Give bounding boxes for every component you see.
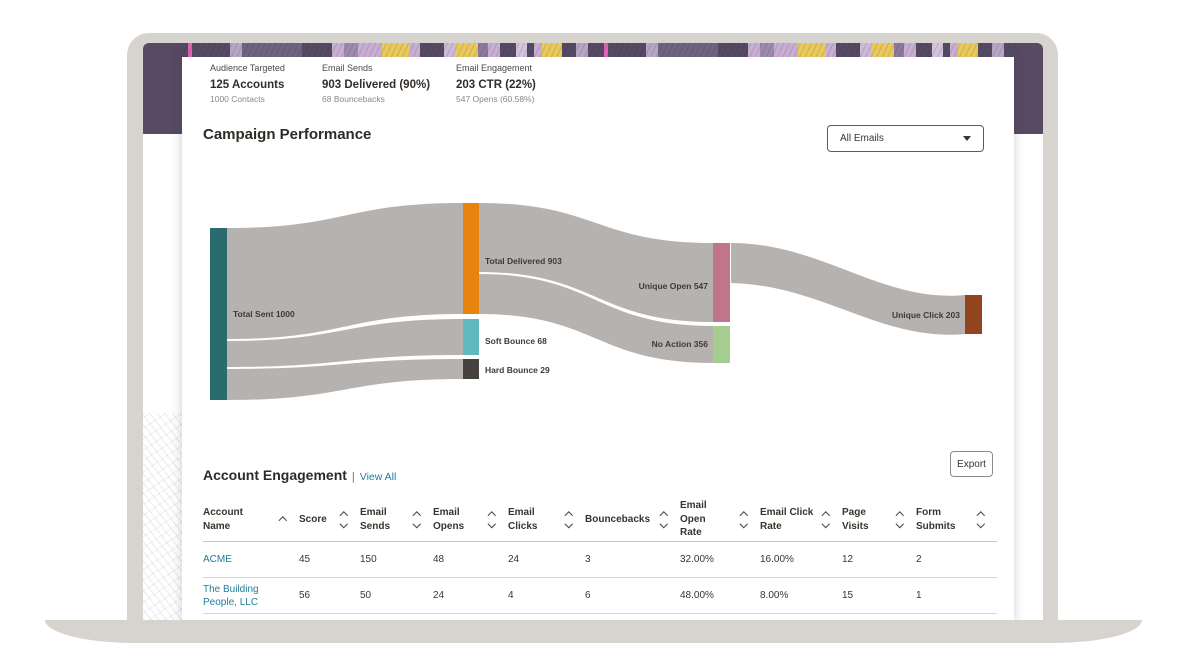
cell-email-open-rate: 48.00% [680, 590, 714, 601]
sankey-node-total-delivered [463, 203, 479, 314]
stat-sub: 68 Bouncebacks [322, 94, 385, 104]
campaign-performance-title: Campaign Performance [203, 126, 372, 143]
stat-value: 203 CTR (22%) [456, 79, 536, 91]
col-email-clicks[interactable]: Email Clicks [508, 506, 585, 533]
sankey-link-sent-delivered [227, 203, 463, 339]
sankey-chart: Total Sent 1000 Total Delivered 903 Soft… [210, 203, 982, 400]
col-bouncebacks[interactable]: Bouncebacks [585, 511, 680, 528]
sort-icon[interactable] [339, 511, 348, 528]
col-form-submits[interactable]: Form Submits [916, 506, 997, 533]
sankey-node-hard-bounce [463, 359, 479, 379]
cell-bouncebacks: 3 [585, 554, 591, 565]
dropdown-selected-value: All Emails [840, 133, 884, 144]
cell-email-clicks: 24 [508, 554, 520, 565]
cell-email-sends: 150 [360, 554, 377, 565]
sort-icon[interactable] [895, 511, 904, 528]
col-email-open-rate[interactable]: Email Open Rate [680, 499, 760, 540]
stat-label: Email Engagement [456, 63, 533, 73]
sankey-link-delivered-noaction [479, 274, 713, 363]
cell-email-opens: 24 [433, 590, 445, 601]
cell-page-visits: 15 [842, 590, 854, 601]
title-separator: | [351, 471, 355, 483]
sankey-label-unique-open: Unique Open 547 [639, 281, 709, 291]
sankey-node-no-action [713, 326, 730, 363]
table-header-row: Account Name Score Email Sends Email Ope… [203, 498, 997, 542]
sankey-node-total-sent [210, 228, 227, 400]
sankey-label-hard-bounce: Hard Bounce 29 [485, 365, 550, 375]
col-account-name[interactable]: Account Name [203, 506, 299, 533]
stat-email-sends: Email Sends 903 Delivered (90%) 68 Bounc… [322, 63, 456, 104]
email-filter-dropdown[interactable]: All Emails [827, 125, 984, 152]
sort-asc-icon[interactable] [278, 516, 287, 525]
sankey-label-total-sent: Total Sent 1000 [233, 309, 295, 319]
sankey-node-unique-open [713, 243, 730, 322]
stat-sub: 1000 Contacts [210, 94, 265, 104]
account-engagement-title: Account Engagement [203, 467, 347, 483]
sort-icon[interactable] [412, 511, 421, 528]
sort-icon[interactable] [976, 511, 985, 528]
account-link[interactable]: The Building People, LLC [203, 583, 259, 608]
sankey-link-sent-hardbounce [227, 359, 463, 400]
sort-icon[interactable] [739, 511, 748, 528]
stat-value: 125 Accounts [210, 79, 285, 91]
stat-sub: 547 Opens (60.58%) [456, 94, 535, 104]
account-engagement-table: Account Name Score Email Sends Email Ope… [203, 498, 997, 614]
laptop-base [45, 620, 1142, 643]
stat-value: 903 Delivered (90%) [322, 79, 431, 91]
dropdown-caret-icon [963, 136, 971, 141]
stat-audience-targeted: Audience Targeted 125 Accounts 1000 Cont… [210, 63, 322, 104]
sort-icon[interactable] [659, 511, 668, 528]
col-page-visits[interactable]: Page Visits [842, 506, 916, 533]
dashboard-card: Audience Targeted 125 Accounts 1000 Cont… [182, 43, 1014, 620]
decorative-banner [182, 43, 1014, 57]
stats-bar: Audience Targeted 125 Accounts 1000 Cont… [210, 63, 536, 104]
export-button[interactable]: Export [950, 451, 993, 477]
cell-email-open-rate: 32.00% [680, 554, 714, 565]
col-email-opens[interactable]: Email Opens [433, 506, 508, 533]
cell-form-submits: 2 [916, 554, 922, 565]
cell-page-visits: 12 [842, 554, 854, 565]
laptop-screen: Audience Targeted 125 Accounts 1000 Cont… [143, 43, 1043, 620]
background-texture [143, 413, 182, 620]
view-all-link[interactable]: View All [359, 471, 397, 483]
cell-email-clicks: 4 [508, 590, 514, 601]
col-email-sends[interactable]: Email Sends [360, 506, 433, 533]
stat-label: Audience Targeted [210, 63, 285, 73]
stat-email-engagement: Email Engagement 203 CTR (22%) 547 Opens… [456, 63, 536, 104]
sankey-node-unique-click [965, 295, 982, 334]
sankey-link-open-click [731, 243, 965, 335]
sankey-label-unique-click: Unique Click 203 [892, 310, 960, 320]
cell-email-opens: 48 [433, 554, 445, 565]
cell-bouncebacks: 6 [585, 590, 591, 601]
cell-email-sends: 50 [360, 590, 372, 601]
cell-email-click-rate: 16.00% [760, 554, 794, 565]
table-row: ACME 45 150 48 24 3 32.00% 16.00% 12 2 [203, 542, 997, 578]
sankey-link-delivered-open [479, 203, 713, 322]
sort-icon[interactable] [564, 511, 573, 528]
sankey-label-total-delivered: Total Delivered 903 [485, 256, 562, 266]
cell-score: 56 [299, 590, 311, 601]
sort-icon[interactable] [487, 511, 496, 528]
cell-form-submits: 1 [916, 590, 922, 601]
cell-email-click-rate: 8.00% [760, 590, 789, 601]
table-row: The Building People, LLC 56 50 24 4 6 48… [203, 578, 997, 614]
sankey-label-soft-bounce: Soft Bounce 68 [485, 336, 547, 346]
col-email-click-rate[interactable]: Email Click Rate [760, 506, 842, 533]
cell-score: 45 [299, 554, 311, 565]
stat-label: Email Sends [322, 63, 373, 73]
laptop-bezel: Audience Targeted 125 Accounts 1000 Cont… [127, 33, 1058, 620]
sankey-label-no-action: No Action 356 [652, 339, 709, 349]
sort-icon[interactable] [821, 511, 830, 528]
account-engagement-header: Account Engagement | View All [203, 467, 396, 483]
account-link[interactable]: ACME [203, 554, 232, 565]
sankey-link-sent-softbounce [227, 319, 463, 367]
sankey-node-soft-bounce [463, 319, 479, 355]
col-score[interactable]: Score [299, 511, 360, 528]
